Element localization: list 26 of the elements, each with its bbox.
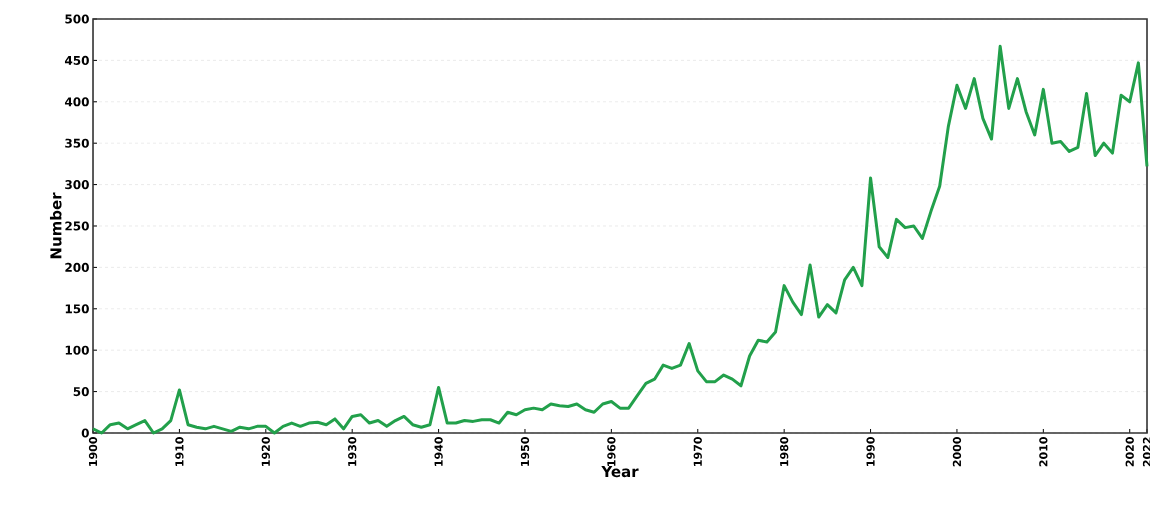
y-tick-label: 500: [65, 14, 89, 24]
x-tick-label: 1930: [348, 437, 357, 466]
x-tick-label: 2020: [1125, 437, 1134, 467]
y-tick-label: 0: [81, 428, 89, 438]
x-tick-label: 1920: [261, 437, 270, 466]
y-tick-label: 450: [64, 55, 89, 65]
y-tick-label: 300: [65, 180, 89, 190]
y-tick-label: 150: [65, 304, 89, 314]
y-tick-label: 100: [65, 345, 89, 355]
x-tick-label: 1950: [520, 437, 530, 466]
x-tick-label: 1970: [693, 437, 702, 466]
x-tick-label: 1910: [175, 437, 184, 466]
x-axis-title: Year: [601, 466, 639, 478]
y-tick-label: 350: [65, 138, 89, 148]
x-tick-label: 1960: [607, 437, 616, 466]
y-tick-label: 250: [65, 221, 89, 231]
y-axis-title: Number: [49, 192, 62, 259]
x-tick-label: 1900: [88, 437, 98, 466]
y-tick-label: 400: [64, 97, 89, 107]
x-tick-label: 1940: [434, 437, 443, 466]
x-tick-label: 2010: [1039, 437, 1048, 467]
y-tick-label: 50: [73, 387, 89, 397]
x-tick-label: 1980: [780, 437, 789, 466]
x-tick-label: 2000: [952, 437, 962, 467]
y-tick-label: 200: [65, 262, 89, 272]
x-tick-label: 1990: [866, 437, 875, 466]
